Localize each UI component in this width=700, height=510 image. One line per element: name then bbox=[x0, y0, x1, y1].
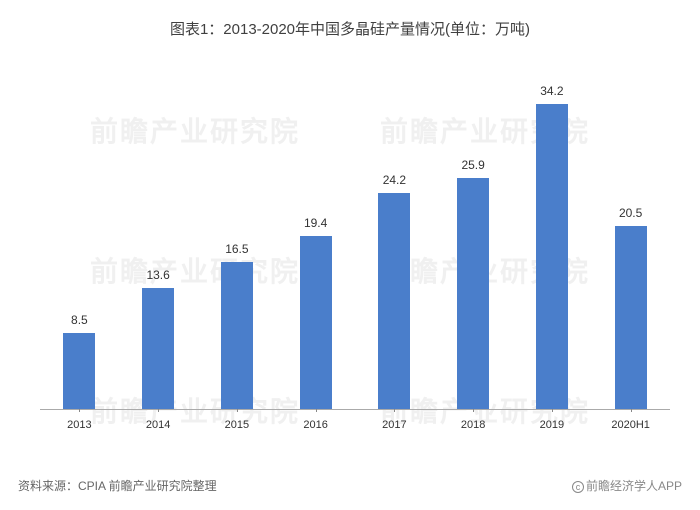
bar bbox=[142, 288, 174, 409]
x-axis-label: 2014 bbox=[123, 419, 193, 431]
copyright-text: c前瞻经济学人APP bbox=[572, 477, 682, 494]
bar bbox=[300, 236, 332, 409]
bar bbox=[536, 104, 568, 409]
plot-region: 8.5201313.6201416.5201519.4201624.220172… bbox=[40, 70, 670, 410]
copyright-label: 前瞻经济学人APP bbox=[586, 479, 682, 493]
bar-value-label: 16.5 bbox=[207, 242, 267, 256]
bar-value-label: 19.4 bbox=[286, 216, 346, 230]
x-axis-label: 2013 bbox=[44, 419, 114, 431]
source-text: 资料来源：CPIA 前瞻产业研究院整理 bbox=[18, 477, 217, 494]
x-axis-label: 2015 bbox=[202, 419, 272, 431]
bar-value-label: 24.2 bbox=[364, 173, 424, 187]
chart-title: 图表1：2013-2020年中国多晶硅产量情况(单位：万吨) bbox=[0, 0, 700, 39]
x-axis-label: 2017 bbox=[359, 419, 429, 431]
bar bbox=[378, 193, 410, 409]
bar bbox=[63, 333, 95, 409]
bar bbox=[221, 262, 253, 409]
x-axis-label: 2020H1 bbox=[596, 419, 666, 431]
x-axis-label: 2016 bbox=[281, 419, 351, 431]
x-axis-label: 2018 bbox=[438, 419, 508, 431]
bar-value-label: 20.5 bbox=[601, 206, 661, 220]
copyright-icon: c bbox=[572, 481, 584, 493]
bar bbox=[615, 226, 647, 409]
bar-value-label: 8.5 bbox=[49, 313, 109, 327]
x-axis-label: 2019 bbox=[517, 419, 587, 431]
bar bbox=[457, 178, 489, 409]
chart-area: 8.5 2013 13.6 2014 16.5 2015 19.4 2016 24.2 2017 2… bbox=[40, 60, 670, 440]
bar-value-label: 13.6 bbox=[128, 268, 188, 282]
bar-value-label: 34.2 bbox=[522, 84, 582, 98]
bar-value-label: 25.9 bbox=[443, 158, 503, 172]
